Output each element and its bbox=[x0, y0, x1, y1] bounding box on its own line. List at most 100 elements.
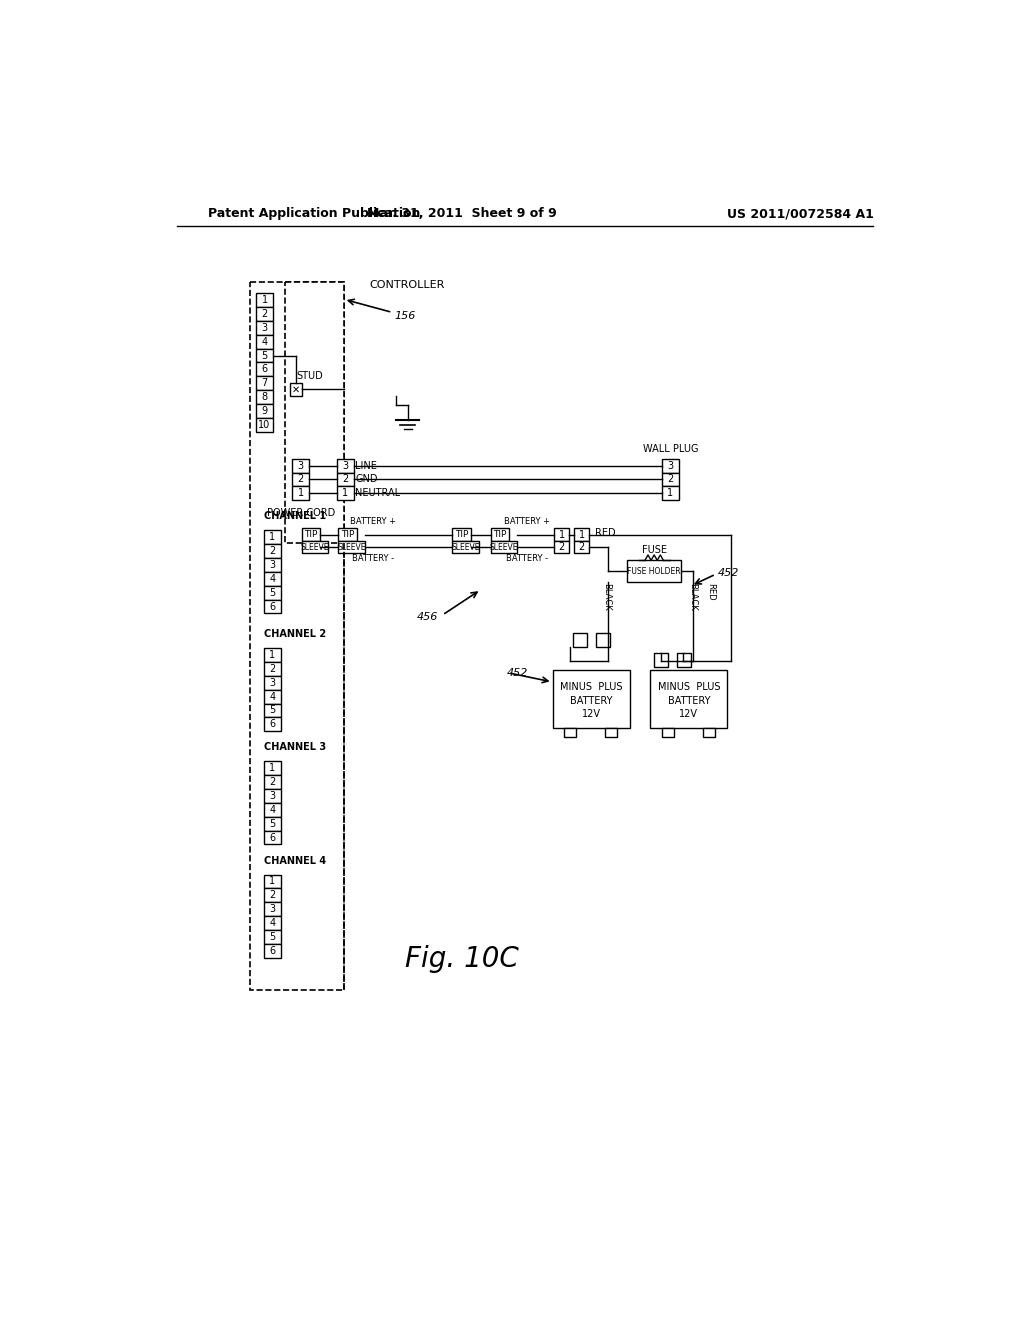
Text: 3: 3 bbox=[342, 461, 348, 471]
Bar bbox=[301, 541, 328, 553]
Text: CHANNEL 4: CHANNEL 4 bbox=[264, 855, 326, 866]
Text: BATTERY +: BATTERY + bbox=[504, 517, 550, 527]
Text: 452: 452 bbox=[717, 568, 738, 578]
Bar bbox=[256, 418, 273, 432]
Text: CHANNEL 2: CHANNEL 2 bbox=[264, 630, 326, 639]
Bar bbox=[662, 473, 679, 487]
Bar bbox=[264, 704, 281, 718]
Text: 1: 1 bbox=[269, 763, 275, 774]
Bar bbox=[264, 903, 281, 916]
Bar bbox=[264, 663, 281, 676]
Bar bbox=[264, 762, 281, 775]
Text: 456: 456 bbox=[417, 611, 437, 622]
Text: 5: 5 bbox=[261, 351, 267, 360]
Text: 2: 2 bbox=[342, 474, 348, 484]
Bar bbox=[677, 653, 691, 667]
Text: 3: 3 bbox=[298, 461, 304, 471]
Text: 2: 2 bbox=[559, 543, 565, 552]
Bar bbox=[654, 653, 668, 667]
Text: BATTERY -: BATTERY - bbox=[506, 553, 548, 562]
Bar bbox=[290, 383, 302, 396]
Bar bbox=[605, 729, 617, 738]
Text: 6: 6 bbox=[269, 945, 275, 956]
Text: 4: 4 bbox=[269, 574, 275, 583]
Bar bbox=[339, 528, 357, 541]
Bar bbox=[554, 541, 569, 553]
Text: 2: 2 bbox=[298, 474, 304, 484]
Bar bbox=[264, 648, 281, 663]
Text: 4: 4 bbox=[269, 805, 275, 814]
Bar bbox=[264, 689, 281, 704]
Bar bbox=[662, 729, 674, 738]
Bar bbox=[292, 459, 309, 473]
Bar bbox=[256, 363, 273, 376]
Bar bbox=[264, 531, 281, 544]
Bar bbox=[264, 817, 281, 830]
Text: 2: 2 bbox=[269, 890, 275, 900]
Text: 8: 8 bbox=[261, 392, 267, 403]
Bar bbox=[490, 528, 509, 541]
Text: 4: 4 bbox=[269, 917, 275, 928]
Text: MINUS  PLUS: MINUS PLUS bbox=[657, 682, 720, 693]
Bar bbox=[256, 391, 273, 404]
Bar bbox=[490, 541, 517, 553]
Bar bbox=[337, 487, 354, 500]
Text: 1: 1 bbox=[668, 488, 674, 499]
Text: 3: 3 bbox=[668, 461, 674, 471]
Text: 7: 7 bbox=[261, 379, 267, 388]
Text: Patent Application Publication: Patent Application Publication bbox=[208, 207, 420, 220]
Text: 5: 5 bbox=[269, 818, 275, 829]
Text: 12V: 12V bbox=[679, 709, 698, 719]
Bar bbox=[256, 404, 273, 418]
Text: 156: 156 bbox=[394, 312, 416, 321]
Bar bbox=[264, 586, 281, 599]
Text: 5: 5 bbox=[269, 705, 275, 715]
Text: 4: 4 bbox=[269, 692, 275, 702]
Bar bbox=[702, 729, 715, 738]
Text: NEUTRAL: NEUTRAL bbox=[355, 488, 400, 499]
Text: RED: RED bbox=[706, 583, 715, 601]
Bar bbox=[596, 634, 610, 647]
Text: BATTERY +: BATTERY + bbox=[350, 517, 396, 527]
Text: 1: 1 bbox=[269, 649, 275, 660]
Text: 1: 1 bbox=[269, 876, 275, 887]
Bar bbox=[574, 541, 590, 553]
Text: Mar. 31, 2011  Sheet 9 of 9: Mar. 31, 2011 Sheet 9 of 9 bbox=[367, 207, 556, 220]
Text: 1: 1 bbox=[579, 529, 585, 540]
Bar bbox=[264, 830, 281, 845]
Bar bbox=[573, 634, 587, 647]
Text: WALL PLUG: WALL PLUG bbox=[643, 445, 698, 454]
Text: BLACK: BLACK bbox=[688, 583, 697, 611]
Bar bbox=[264, 558, 281, 572]
Text: 2: 2 bbox=[269, 664, 275, 675]
Text: MINUS  PLUS: MINUS PLUS bbox=[560, 682, 623, 693]
Bar bbox=[453, 528, 471, 541]
Text: 6: 6 bbox=[261, 364, 267, 375]
Text: TIP: TIP bbox=[304, 531, 317, 539]
Bar bbox=[264, 718, 281, 731]
Text: 2: 2 bbox=[269, 546, 275, 556]
Text: FUSE: FUSE bbox=[642, 545, 667, 554]
Bar bbox=[264, 929, 281, 944]
Bar bbox=[662, 487, 679, 500]
Text: 2: 2 bbox=[579, 543, 585, 552]
Text: 1: 1 bbox=[269, 532, 275, 543]
Bar bbox=[292, 487, 309, 500]
Text: 1: 1 bbox=[342, 488, 348, 499]
Text: POWER CORD: POWER CORD bbox=[266, 508, 335, 517]
Text: SLEEVE: SLEEVE bbox=[337, 543, 366, 552]
Bar bbox=[339, 541, 365, 553]
Text: SLEEVE: SLEEVE bbox=[489, 543, 518, 552]
Text: 5: 5 bbox=[269, 587, 275, 598]
Text: ✕: ✕ bbox=[292, 384, 300, 395]
Bar bbox=[256, 308, 273, 321]
Bar bbox=[285, 281, 344, 544]
Text: FUSE HOLDER: FUSE HOLDER bbox=[628, 566, 681, 576]
Bar bbox=[662, 459, 679, 473]
Text: 3: 3 bbox=[269, 791, 275, 801]
Bar bbox=[256, 293, 273, 308]
Bar bbox=[264, 789, 281, 803]
Bar bbox=[250, 281, 344, 990]
Text: SLEEVE: SLEEVE bbox=[452, 543, 480, 552]
Text: LINE: LINE bbox=[355, 461, 377, 471]
